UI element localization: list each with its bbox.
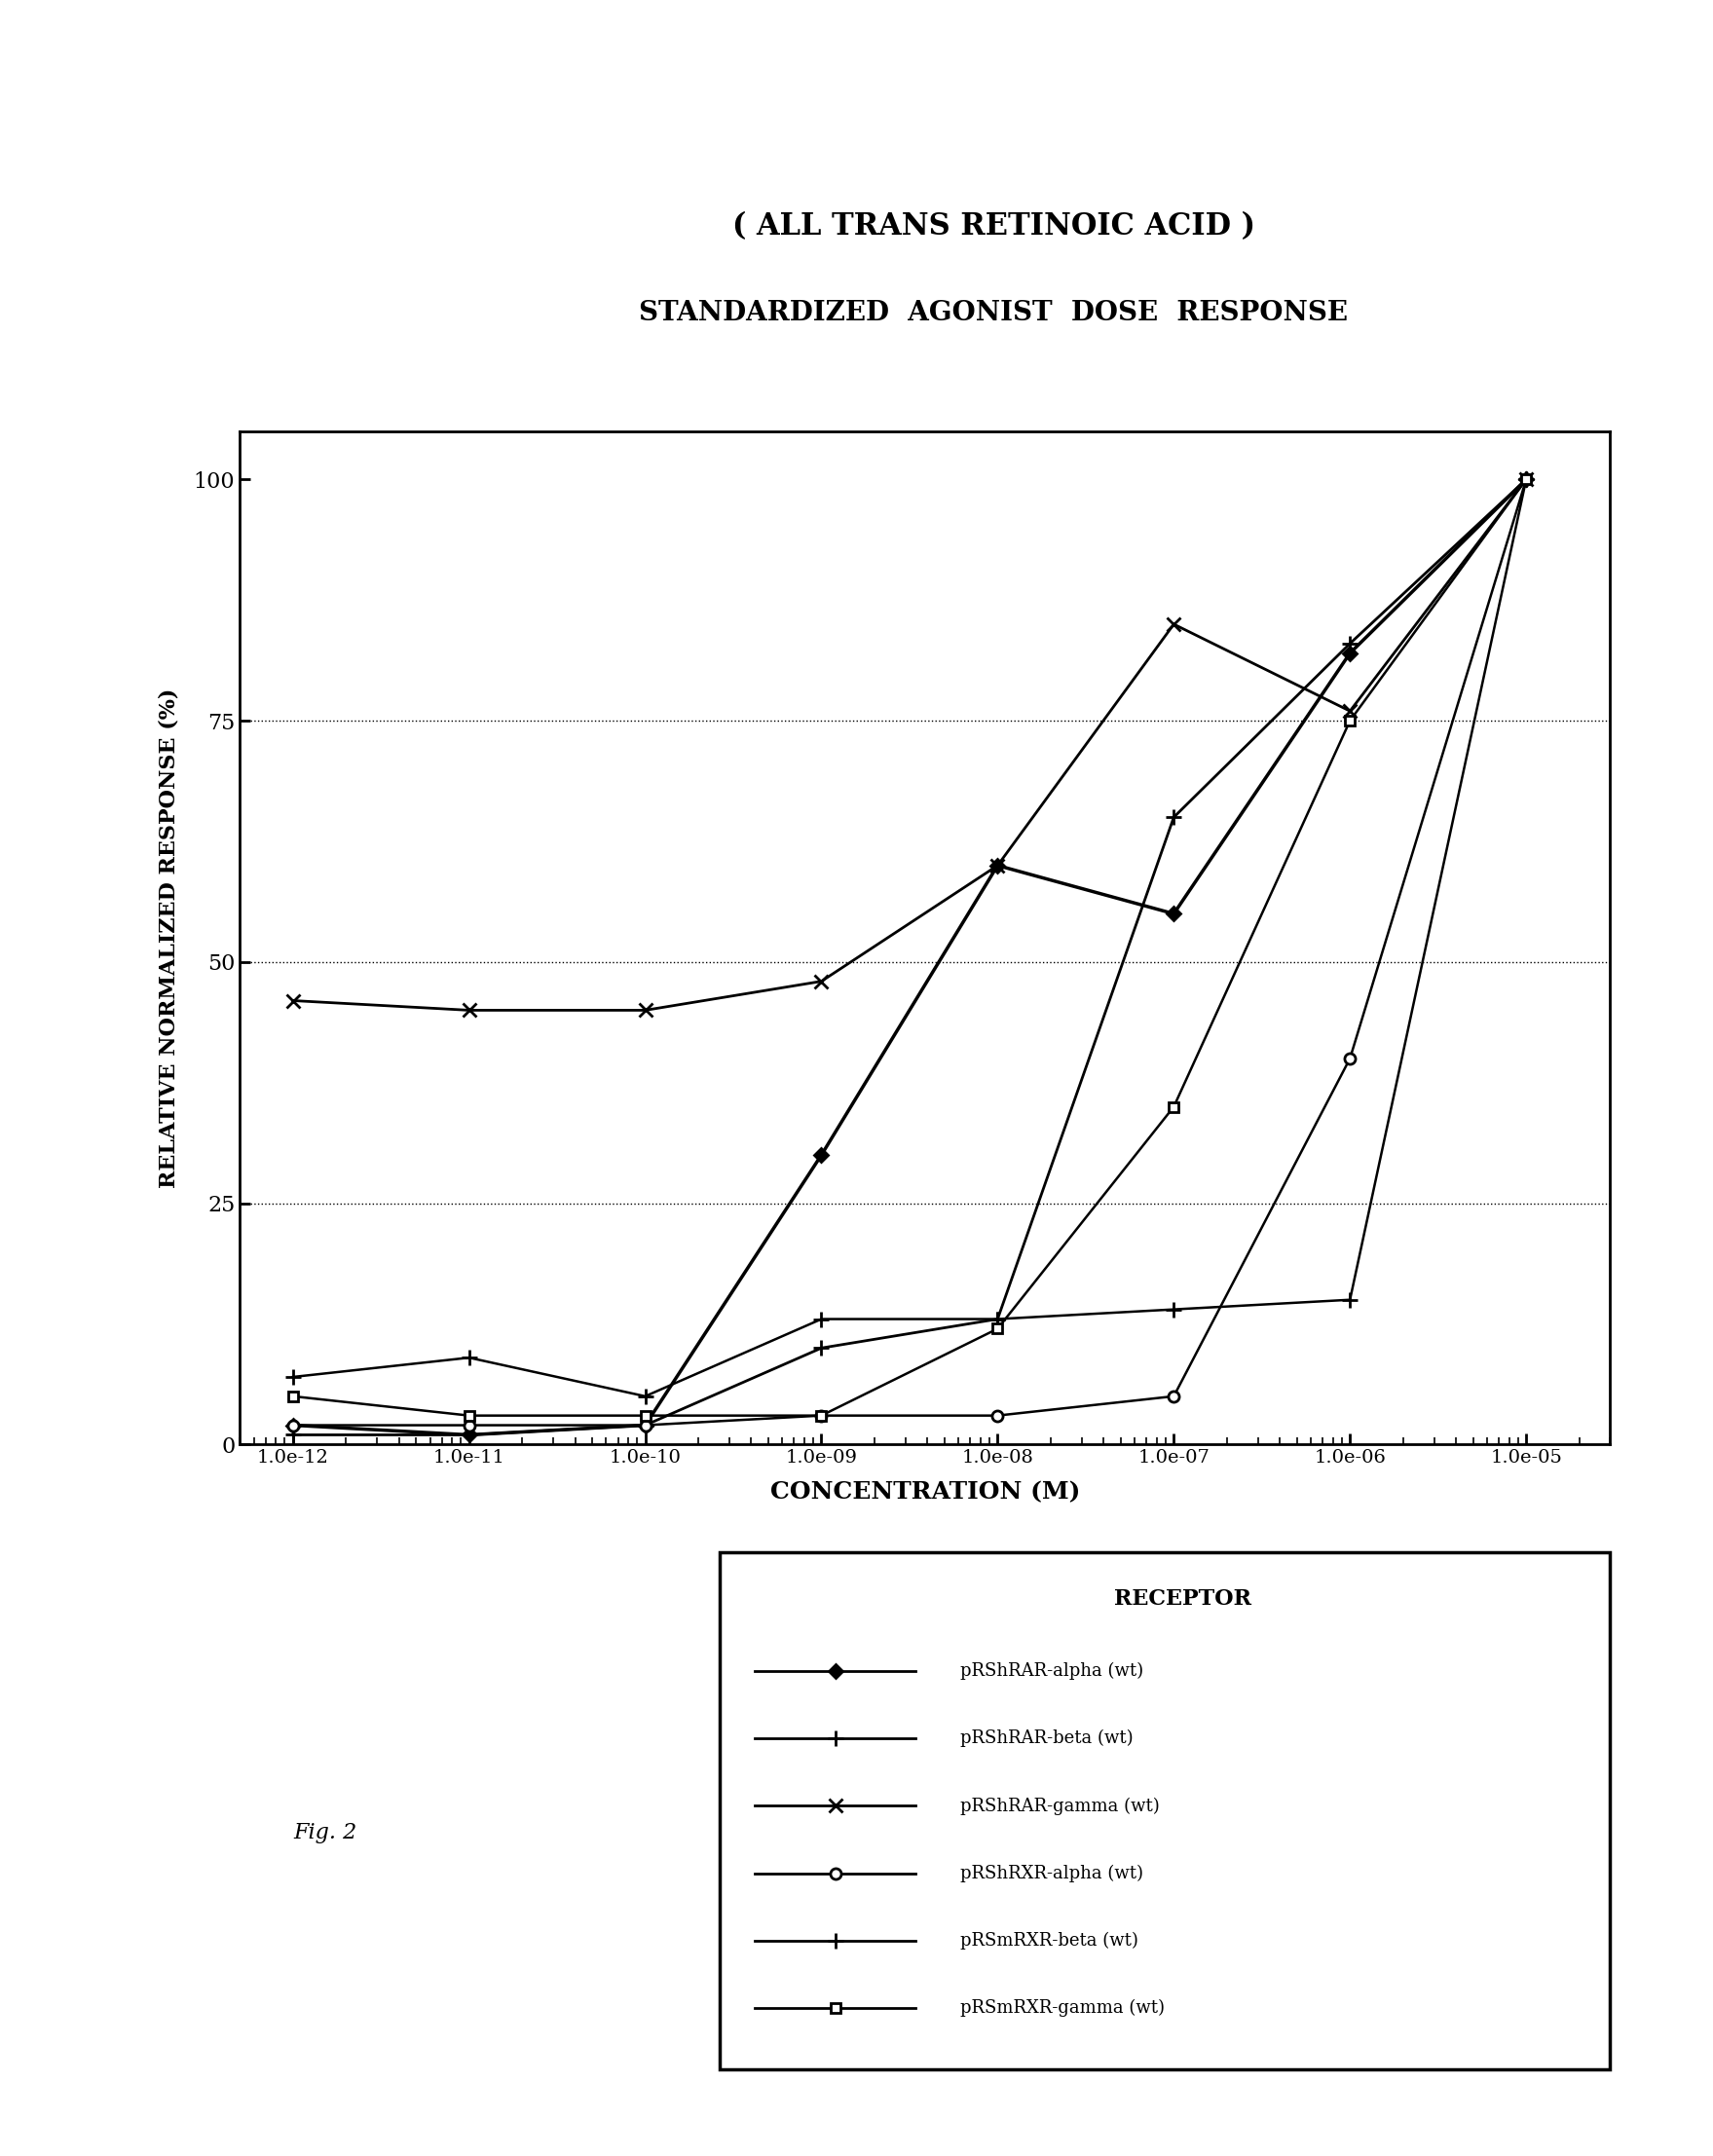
Y-axis label: RELATIVE NORMALIZED RESPONSE (%): RELATIVE NORMALIZED RESPONSE (%) (159, 688, 180, 1188)
Text: pRShRAR-beta (wt): pRShRAR-beta (wt) (959, 1729, 1132, 1749)
Text: ( ALL TRANS RETINOIC ACID ): ( ALL TRANS RETINOIC ACID ) (731, 211, 1256, 241)
Text: STANDARDIZED  AGONIST  DOSE  RESPONSE: STANDARDIZED AGONIST DOSE RESPONSE (639, 300, 1348, 326)
Text: pRShRAR-gamma (wt): pRShRAR-gamma (wt) (959, 1796, 1160, 1815)
Text: pRSmRXR-gamma (wt): pRSmRXR-gamma (wt) (959, 1999, 1165, 2016)
Text: RECEPTOR: RECEPTOR (1113, 1589, 1250, 1611)
Text: pRShRXR-alpha (wt): pRShRXR-alpha (wt) (959, 1865, 1143, 1882)
Text: pRSmRXR-beta (wt): pRSmRXR-beta (wt) (959, 1932, 1137, 1949)
Text: pRShRAR-alpha (wt): pRShRAR-alpha (wt) (959, 1662, 1143, 1680)
X-axis label: CONCENTRATION (M): CONCENTRATION (M) (771, 1481, 1079, 1503)
Text: Fig. 2: Fig. 2 (293, 1822, 358, 1843)
